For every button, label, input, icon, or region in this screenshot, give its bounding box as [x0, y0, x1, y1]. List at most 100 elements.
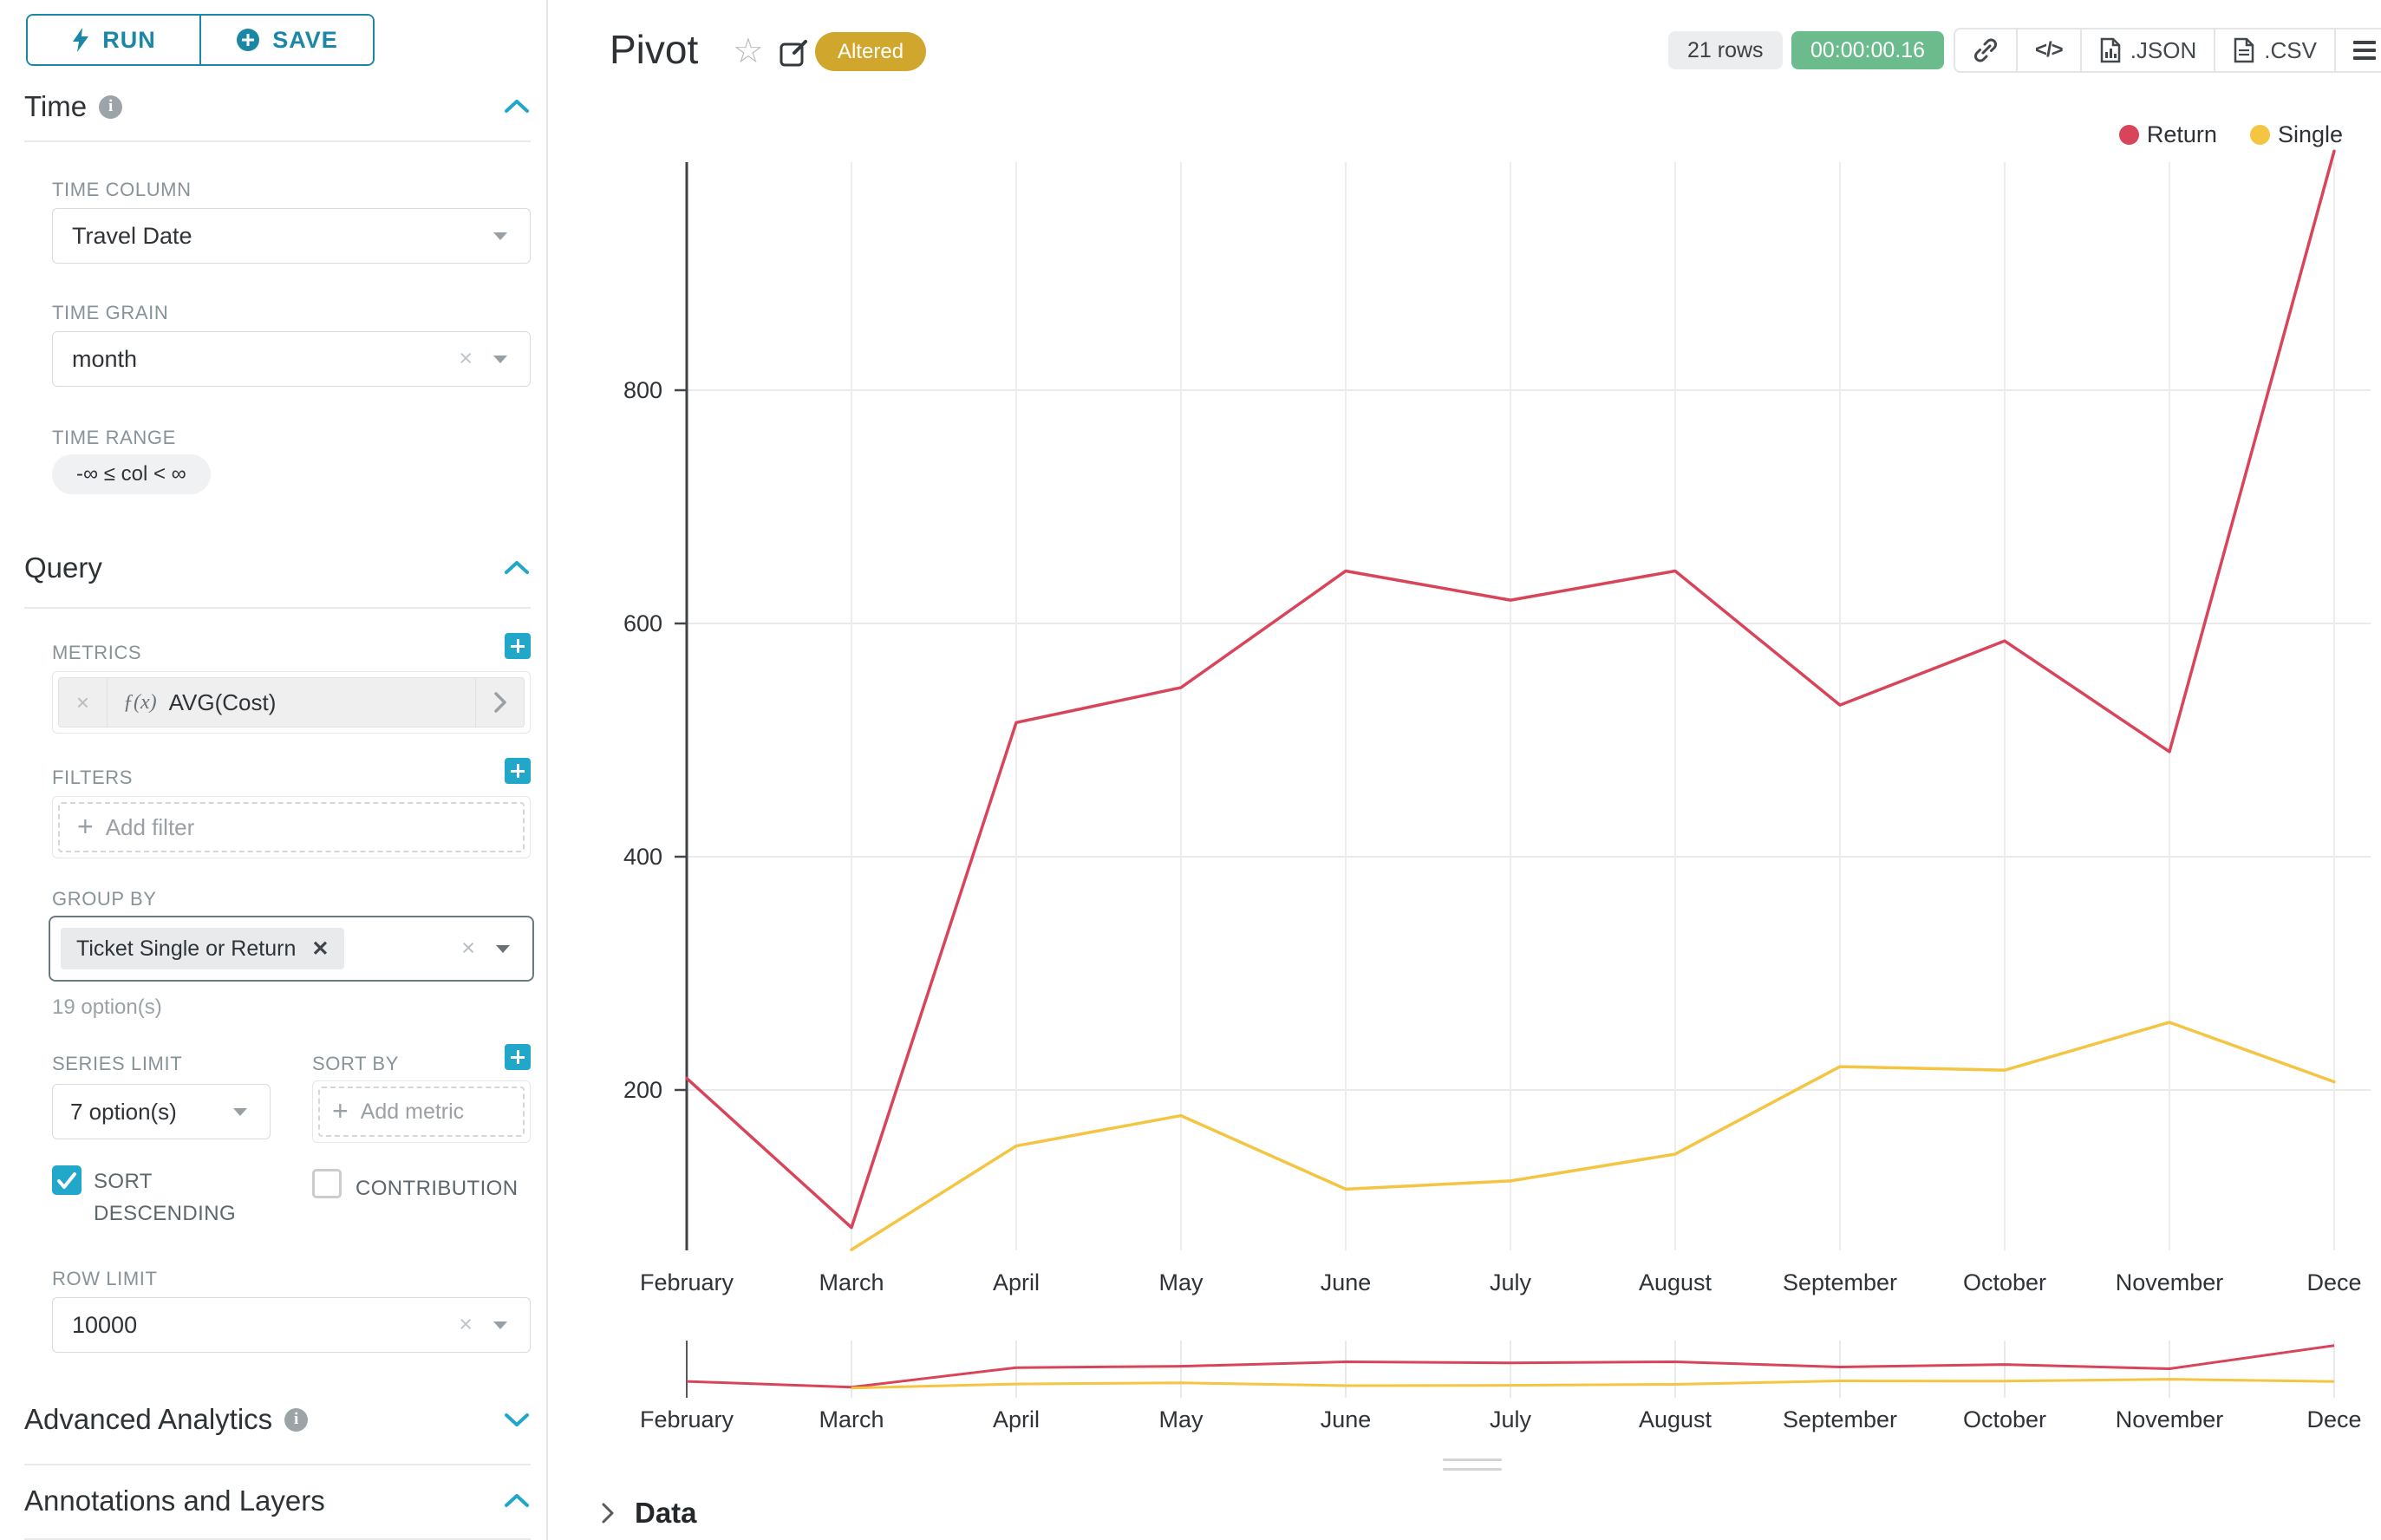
run-button-label: RUN [102, 26, 156, 53]
export-csv-button[interactable]: .CSV [2214, 29, 2334, 71]
y-tick-label: 200 [623, 1077, 662, 1103]
remove-metric-icon[interactable]: × [59, 678, 108, 727]
add-sort-metric-button[interactable]: + Add metric [318, 1086, 525, 1137]
add-filter-plus-button[interactable] [505, 758, 531, 784]
x-tick-label: October [1963, 1269, 2046, 1295]
chevron-down-icon [233, 1108, 247, 1116]
expand-metric-icon[interactable] [475, 678, 524, 727]
add-filter-label: Add filter [105, 813, 195, 840]
embed-code-button[interactable]: </> [2016, 29, 2080, 71]
sort-descending-checkbox[interactable] [52, 1165, 82, 1195]
altered-badge[interactable]: Altered [815, 32, 927, 71]
time-section-header[interactable]: Time i [24, 90, 531, 123]
add-sort-metric-plus-button[interactable] [505, 1044, 531, 1070]
chevron-down-icon [493, 232, 507, 240]
contribution-label: CONTRIBUTION [356, 1177, 519, 1200]
info-icon: i [99, 95, 123, 119]
chevron-up-icon[interactable] [503, 559, 531, 577]
query-timer-label: 00:00:00.16 [1810, 37, 1926, 62]
mini-x-tick-label: July [1490, 1406, 1532, 1432]
legend-dot-icon [2118, 125, 2139, 145]
y-tick-label: 600 [623, 610, 662, 636]
save-button[interactable]: SAVE [201, 16, 373, 64]
row-count-badge: 21 rows [1668, 31, 1783, 69]
add-metric-plus-button[interactable] [505, 633, 531, 659]
mini-x-tick-label: March [819, 1406, 884, 1432]
remove-tag-icon[interactable]: ✕ [311, 936, 329, 961]
clear-icon[interactable]: × [459, 1310, 473, 1337]
series-line-single[interactable] [850, 1021, 2336, 1252]
save-button-label: SAVE [272, 26, 338, 53]
clear-icon[interactable]: × [461, 934, 475, 961]
time-grain-value: month [72, 345, 138, 372]
plus-icon: + [332, 1094, 349, 1126]
legend-item-single[interactable]: Single [2249, 121, 2343, 148]
mini-x-tick-label: October [1963, 1406, 2046, 1432]
chevron-down-icon [493, 356, 507, 363]
lightning-icon [73, 28, 89, 52]
advanced-analytics-header[interactable]: Advanced Analytics i [24, 1403, 531, 1436]
line-chart[interactable]: 200 400 600 800 February March April May June Jul… [590, 130, 2381, 1344]
annotations-title: Annotations and Layers [24, 1485, 325, 1517]
metric-name: AVG(Cost) [168, 688, 277, 715]
plus-circle-icon [237, 29, 260, 51]
add-metric-label: Add metric [360, 1099, 465, 1124]
divider [24, 1464, 531, 1465]
x-tick-label: April [993, 1269, 1040, 1295]
group-by-options-hint: 19 option(s) [52, 995, 162, 1019]
x-tick-label: August [1639, 1269, 1712, 1295]
time-range-pill[interactable]: -∞ ≤ col < ∞ [52, 454, 211, 494]
favorite-star-icon[interactable]: ☆ [733, 32, 764, 70]
chevron-down-icon [493, 1321, 507, 1329]
add-filter-button[interactable]: + Add filter [58, 802, 525, 852]
divider [24, 607, 531, 609]
y-tick-label: 800 [623, 377, 662, 403]
query-section-header[interactable]: Query [24, 551, 531, 584]
mini-x-tick-label: April [993, 1406, 1040, 1432]
export-json-button[interactable]: .JSON [2079, 29, 2215, 71]
group-by-tag[interactable]: Ticket Single or Return ✕ [61, 928, 345, 969]
time-column-select[interactable]: Travel Date [52, 208, 531, 264]
resize-handle[interactable] [1443, 1458, 1502, 1478]
code-icon: </> [2035, 38, 2064, 62]
mini-x-tick-label: November [2116, 1406, 2224, 1432]
more-options-button[interactable] [2333, 29, 2381, 71]
series-limit-label: SERIES LIMIT [52, 1053, 183, 1074]
data-panel-header[interactable]: Data [598, 1497, 697, 1530]
edit-icon[interactable] [779, 38, 810, 69]
chevron-down-icon[interactable] [503, 1411, 531, 1428]
series-line-return[interactable] [685, 149, 2336, 1230]
export-csv-label: .CSV [2264, 36, 2317, 63]
query-section-title: Query [24, 551, 102, 584]
mini-x-tick-label: February [640, 1406, 734, 1432]
chevron-up-icon[interactable] [503, 1492, 531, 1510]
run-button[interactable]: RUN [28, 16, 201, 64]
contribution-checkbox[interactable] [312, 1169, 342, 1198]
filters-dropzone: + Add filter [52, 796, 531, 858]
row-limit-select[interactable]: 10000 × [52, 1297, 531, 1353]
copy-link-button[interactable] [1955, 29, 2016, 71]
mini-x-tick-label: August [1639, 1406, 1712, 1432]
x-tick-label: September [1783, 1269, 1897, 1295]
divider [24, 140, 531, 142]
group-by-label: GROUP BY [52, 888, 157, 910]
group-by-select[interactable]: Ticket Single or Return ✕ × [49, 916, 534, 982]
time-column-label: TIME COLUMN [52, 179, 192, 200]
mini-series-line-return [686, 1344, 2335, 1389]
metric-pill[interactable]: × ƒ(x) AVG(Cost) [58, 677, 525, 728]
series-limit-select[interactable]: 7 option(s) [52, 1084, 271, 1139]
mini-x-tick-label: June [1321, 1406, 1372, 1432]
mini-x-tick-label: September [1783, 1406, 1897, 1432]
annotations-header[interactable]: Annotations and Layers [24, 1485, 531, 1517]
legend-item-return[interactable]: Return [2118, 121, 2217, 148]
clear-icon[interactable]: × [459, 344, 473, 371]
chart-mini-preview[interactable]: February March April May June July August Septe… [590, 1335, 2381, 1448]
info-icon: i [284, 1407, 309, 1432]
legend-label: Single [2277, 121, 2343, 147]
chevron-up-icon[interactable] [503, 98, 531, 115]
x-tick-label: July [1490, 1269, 1532, 1295]
time-grain-select[interactable]: month × [52, 331, 531, 387]
time-range-value: -∞ ≤ col < ∞ [76, 462, 186, 486]
divider [24, 1538, 531, 1540]
x-tick-label: June [1321, 1269, 1372, 1295]
